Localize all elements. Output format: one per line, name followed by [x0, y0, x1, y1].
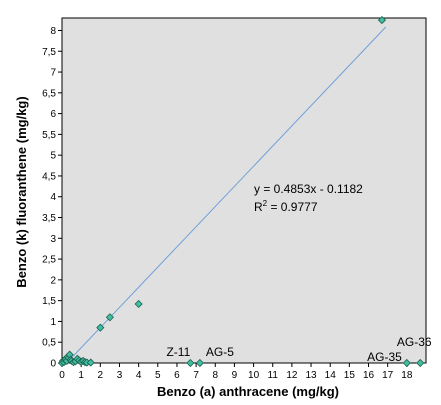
- x-tick-label: 12: [286, 370, 298, 381]
- data-point: [86, 358, 95, 367]
- data-point: [96, 323, 105, 332]
- trendline: [64, 26, 387, 366]
- x-tick-label: 2: [98, 370, 104, 381]
- y-tick-label: 7: [50, 68, 56, 79]
- x-tick-label: 1: [78, 370, 84, 381]
- x-tick-label: 10: [248, 370, 260, 381]
- x-tick-label: 0: [59, 370, 65, 381]
- y-tick-label: 2,5: [42, 255, 56, 266]
- r-squared-label: R2 = 0.9777: [254, 199, 318, 214]
- data-point: [134, 299, 143, 309]
- y-tick-label: 1,5: [42, 296, 56, 307]
- data-point: [377, 16, 387, 25]
- point-label: AG-5: [206, 345, 234, 359]
- x-tick-label: 15: [344, 370, 356, 381]
- x-axis-title: Benzo (a) anthracene (mg/kg): [157, 384, 339, 399]
- y-tick-label: 3: [50, 234, 56, 245]
- y-tick-label: 3,5: [42, 213, 56, 224]
- x-tick-label: 7: [193, 370, 199, 381]
- y-axis-title: Benzo (k) fluoranthene (mg/kg): [14, 96, 29, 287]
- x-tick-label: 17: [382, 370, 394, 381]
- x-tick-label: 16: [363, 370, 375, 381]
- data-points: [57, 16, 425, 368]
- plot-area: [61, 17, 427, 364]
- y-tick-label: 8: [50, 26, 56, 37]
- x-tick-label: 6: [174, 370, 180, 381]
- y-tick-label: 2: [50, 275, 56, 286]
- y-tick-label: 7,5: [42, 47, 56, 58]
- point-label: AG-35: [367, 350, 402, 364]
- y-tick-label: 5: [50, 151, 56, 162]
- y-tick-label: 6,5: [42, 88, 56, 99]
- data-point: [416, 358, 425, 368]
- y-tick-label: 6: [50, 109, 56, 120]
- y-tick-label: 5,5: [42, 130, 56, 141]
- x-tick-label: 8: [212, 370, 218, 381]
- equation-label: y = 0.4853x - 0.1182: [254, 182, 363, 196]
- y-axis-ticks: 0 0,5 1 1,5 2 2,5 3 3,5 4 4,5 5 5,5 6 6,5 7 7,5 8: [42, 26, 62, 370]
- data-point: [105, 313, 114, 322]
- point-label: AG-36: [397, 335, 432, 349]
- y-tick-label: 4: [50, 192, 56, 203]
- x-axis-ticks: 0 1 2 3 4 5 6 7 8 9 10 11 12 13 14 15 16 17 18: [59, 363, 413, 381]
- x-tick-label: 13: [305, 370, 317, 381]
- x-tick-label: 11: [268, 370, 279, 381]
- y-tick-label: 0: [50, 359, 56, 370]
- y-tick-label: 1: [50, 317, 56, 328]
- x-tick-label: 14: [325, 370, 337, 381]
- data-point: [402, 358, 411, 368]
- y-tick-label: 0,5: [42, 338, 56, 349]
- y-tick-label: 4,5: [42, 171, 56, 182]
- x-tick-label: 18: [401, 370, 413, 381]
- x-tick-label: 9: [232, 370, 238, 381]
- x-tick-label: 3: [117, 370, 123, 381]
- point-label: Z-11: [166, 345, 190, 359]
- data-point: [186, 358, 195, 368]
- data-point: [195, 358, 205, 368]
- x-tick-label: 5: [155, 370, 161, 381]
- x-tick-label: 4: [136, 370, 142, 381]
